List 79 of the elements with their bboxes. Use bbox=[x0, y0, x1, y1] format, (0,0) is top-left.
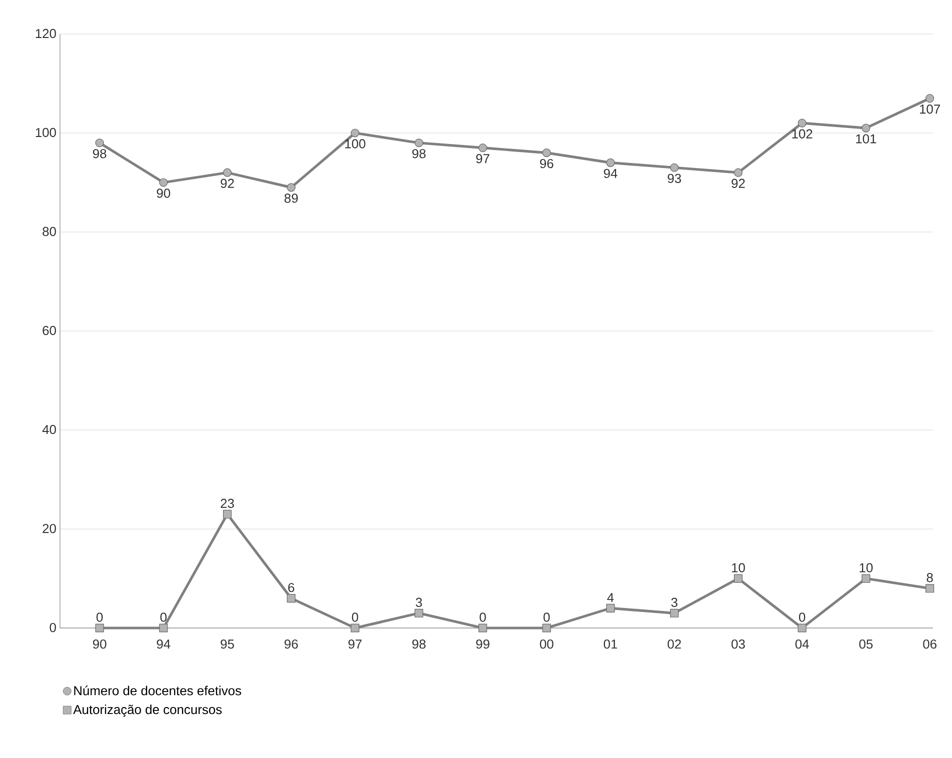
x-tick-label: 99 bbox=[476, 639, 490, 649]
point bbox=[862, 124, 870, 132]
data-label: 107 bbox=[920, 104, 940, 114]
data-label: 100 bbox=[345, 139, 366, 148]
x-tick-label: 95 bbox=[220, 639, 234, 649]
y-tick-label: 80 bbox=[42, 226, 56, 236]
point bbox=[95, 624, 104, 632]
data-label: 0 bbox=[96, 612, 103, 622]
data-label: 94 bbox=[604, 168, 618, 178]
y-tick-label: 40 bbox=[42, 424, 56, 434]
point bbox=[223, 510, 232, 518]
x-tick-label: 00 bbox=[540, 639, 554, 649]
data-label: 10 bbox=[860, 563, 873, 572]
data-label: 4 bbox=[607, 593, 614, 602]
y-tick-label: 100 bbox=[36, 128, 56, 138]
data-label: 6 bbox=[288, 582, 294, 592]
point bbox=[734, 574, 743, 583]
point bbox=[286, 594, 296, 603]
data-label: 10 bbox=[732, 563, 745, 572]
point bbox=[286, 183, 296, 192]
point bbox=[350, 128, 360, 138]
data-label: 3 bbox=[416, 598, 422, 607]
x-tick-label: 97 bbox=[348, 639, 362, 649]
y-tick-label: 120 bbox=[36, 28, 56, 38]
point bbox=[670, 163, 679, 172]
data-label: 98 bbox=[93, 149, 106, 158]
point bbox=[350, 624, 360, 632]
data-label: 96 bbox=[540, 158, 554, 168]
point bbox=[734, 168, 743, 177]
y-tick-label: 60 bbox=[42, 326, 56, 336]
x-tick-label: 05 bbox=[859, 639, 873, 649]
data-label: 98 bbox=[412, 149, 426, 158]
point bbox=[606, 604, 615, 612]
data-label: 89 bbox=[284, 194, 298, 203]
point bbox=[159, 178, 168, 187]
data-label: 0 bbox=[480, 612, 486, 622]
point bbox=[223, 168, 232, 177]
point bbox=[542, 624, 551, 632]
x-tick-label: 06 bbox=[923, 639, 936, 649]
x-tick-label: 94 bbox=[156, 639, 170, 649]
legend-label: Número de docentes efetivos bbox=[74, 686, 242, 696]
point bbox=[926, 584, 934, 593]
point bbox=[414, 608, 424, 618]
point bbox=[670, 608, 679, 618]
data-label: 8 bbox=[926, 573, 933, 582]
data-label: 93 bbox=[668, 174, 681, 183]
point bbox=[414, 138, 424, 148]
data-label: 102 bbox=[792, 129, 812, 138]
point bbox=[798, 118, 806, 128]
point bbox=[159, 624, 168, 632]
x-tick-label: 96 bbox=[284, 639, 298, 649]
data-label: 97 bbox=[476, 154, 490, 164]
y-tick-label: 20 bbox=[42, 524, 56, 534]
x-tick-label: 98 bbox=[412, 639, 426, 649]
data-label: 0 bbox=[160, 612, 167, 622]
x-tick-label: 01 bbox=[604, 639, 618, 649]
data-label: 3 bbox=[671, 598, 678, 607]
x-tick-label: 02 bbox=[668, 639, 681, 649]
point bbox=[478, 144, 488, 152]
point bbox=[798, 624, 806, 632]
data-label: 92 bbox=[732, 178, 745, 188]
data-label: 0 bbox=[798, 612, 806, 622]
x-tick-label: 04 bbox=[795, 639, 809, 649]
point bbox=[478, 624, 488, 632]
x-tick-label: 90 bbox=[93, 639, 106, 649]
point bbox=[926, 94, 934, 103]
x-tick-label: 03 bbox=[732, 639, 745, 649]
data-label: 23 bbox=[220, 498, 234, 508]
point bbox=[542, 148, 551, 158]
data-label: 90 bbox=[156, 188, 170, 198]
data-label: 92 bbox=[220, 178, 234, 188]
data-label: 101 bbox=[856, 134, 876, 144]
data-label: 0 bbox=[544, 612, 550, 622]
legend-label: Autorização de concursos bbox=[73, 704, 222, 717]
point bbox=[862, 574, 870, 583]
point bbox=[606, 158, 615, 167]
y-tick-label: 0 bbox=[50, 622, 56, 632]
data-label: 0 bbox=[352, 612, 358, 622]
point bbox=[95, 138, 104, 148]
